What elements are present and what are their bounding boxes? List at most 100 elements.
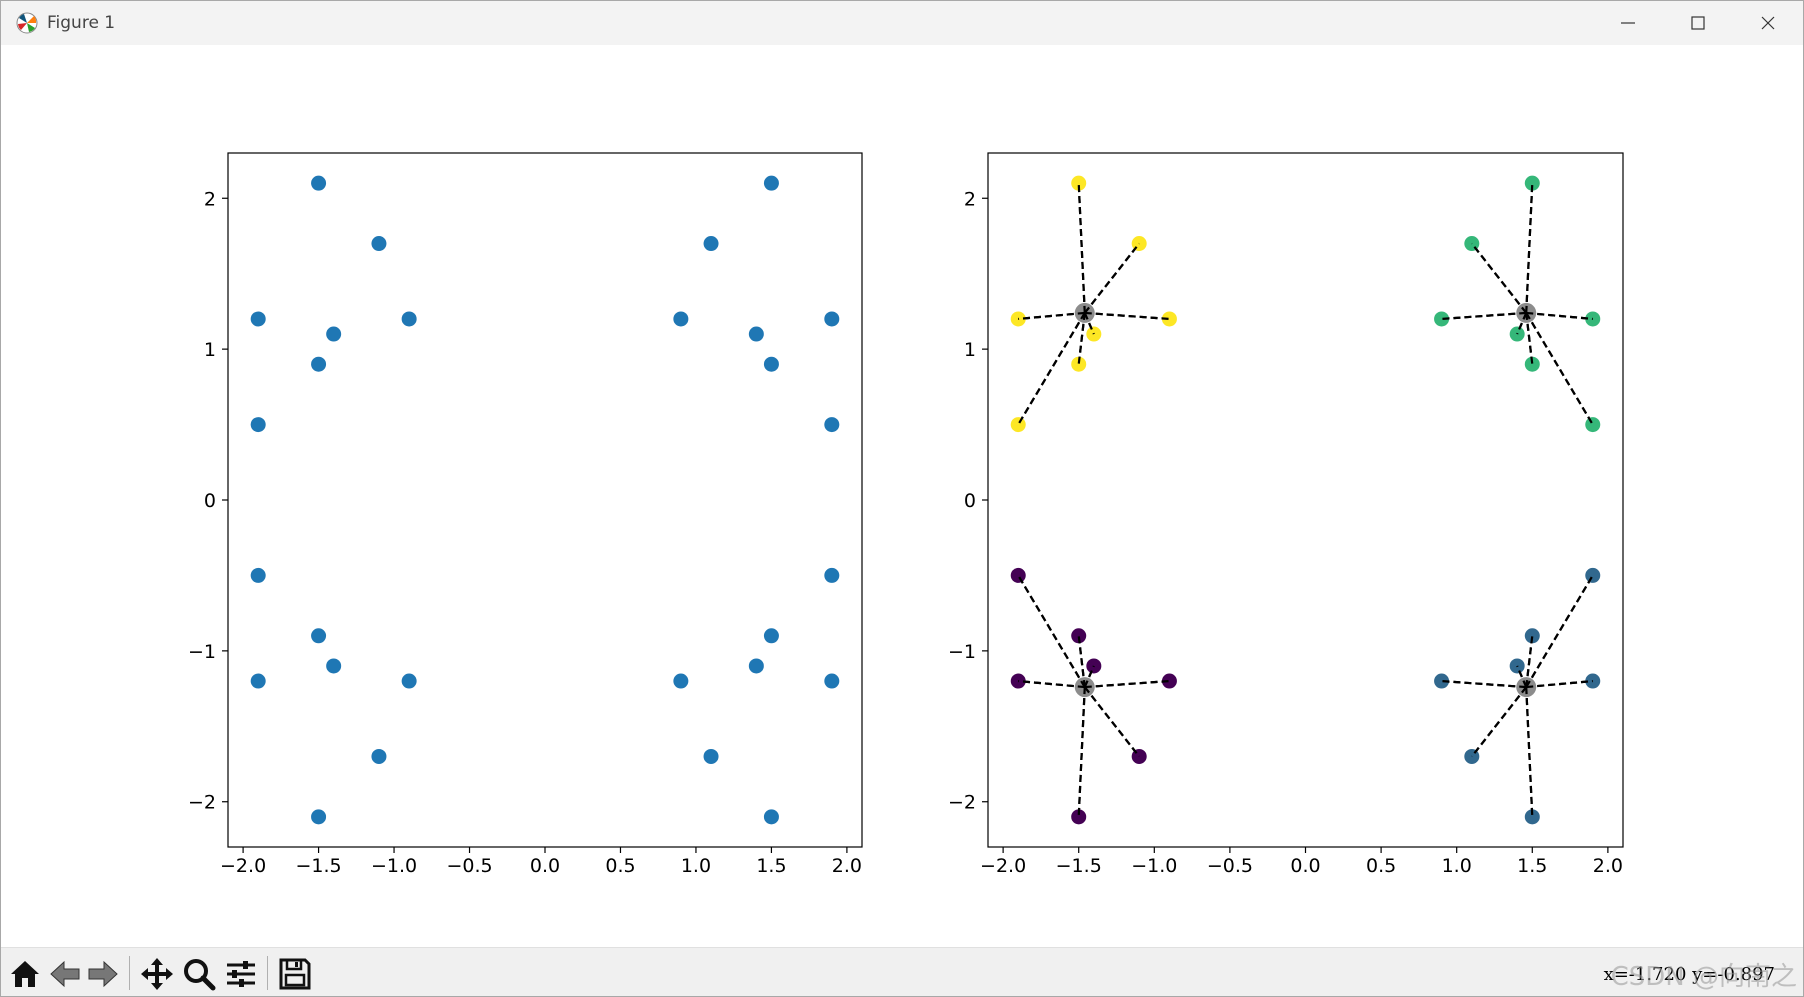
save-icon[interactable]	[277, 956, 313, 992]
data-point	[824, 673, 840, 689]
x-tick-label: −1.0	[371, 855, 417, 877]
cluster-point	[1161, 311, 1177, 327]
cluster-point	[1071, 356, 1087, 372]
navigation-toolbar: x=-1.720 y=-0.897 CSDN @向南之	[1, 947, 1803, 996]
data-point	[371, 236, 387, 252]
data-point	[673, 311, 689, 327]
close-button[interactable]	[1733, 1, 1803, 45]
cluster-point	[1161, 673, 1177, 689]
data-point	[311, 175, 327, 191]
cursor-coordinates: x=-1.720 y=-0.897	[1603, 964, 1775, 985]
centroid-connector-line	[1083, 242, 1141, 314]
x-tick-label: −1.5	[296, 855, 342, 877]
back-arrow-icon[interactable]	[47, 956, 83, 992]
x-tick-label: 1.0	[1442, 855, 1472, 877]
data-point	[673, 673, 689, 689]
cluster-point	[1010, 673, 1026, 689]
data-point	[311, 628, 327, 644]
data-point	[824, 567, 840, 583]
pan-icon[interactable]	[139, 956, 175, 992]
centroid-connector-line	[1084, 311, 1170, 321]
minimize-button[interactable]	[1593, 1, 1663, 45]
centroid-connector-line	[1526, 311, 1593, 321]
data-point	[401, 311, 417, 327]
zoom-icon[interactable]	[181, 956, 217, 992]
cluster-point	[1434, 673, 1450, 689]
cluster-point	[1434, 311, 1450, 327]
y-tick-label: 1	[204, 339, 216, 361]
figure-svg: −2.0 −1.5 −1.0 −0.5 0.0 0.5 1.0 1.5 2.0 −2 −1 0 1 2 −2…	[188, 152, 1624, 877]
x-tick-label: 0.0	[530, 855, 560, 877]
centroid-connector-line	[1525, 183, 1534, 313]
data-point	[748, 658, 764, 674]
close-icon	[1761, 16, 1775, 30]
data-point	[763, 175, 779, 191]
centroid-connector-line	[1525, 312, 1534, 365]
minimize-icon	[1621, 22, 1635, 24]
centroid-connector-line	[1077, 183, 1086, 313]
y-tick-label: −2	[948, 792, 976, 814]
data-point	[371, 748, 387, 764]
data-point	[250, 567, 266, 583]
figure-canvas[interactable]: −2.0 −1.5 −1.0 −0.5 0.0 0.5 1.0 1.5 2.0 −2 −1 0 1 2 −2…	[1, 45, 1803, 947]
x-tick-label: 0.5	[605, 855, 635, 877]
data-point	[824, 417, 840, 433]
data-point	[824, 311, 840, 327]
cluster-point	[1524, 356, 1540, 372]
y-tick-label: 2	[204, 188, 216, 210]
data-point	[250, 417, 266, 433]
title-bar[interactable]: Figure 1	[1, 1, 1803, 45]
axes-1[interactable]: −2.0 −1.5 −1.0 −0.5 0.0 0.5 1.0 1.5 2.0 −2 −1 0 1 2	[188, 152, 863, 877]
configure-subplots-icon[interactable]	[223, 956, 259, 992]
centroid-connector-line	[1084, 679, 1170, 689]
data-point	[250, 673, 266, 689]
centroid-connector-line	[1525, 687, 1534, 817]
data-point	[326, 326, 342, 342]
data-point	[748, 326, 764, 342]
data-point	[763, 356, 779, 372]
x-tick-label: 1.5	[1517, 855, 1547, 877]
y-tick-label: 1	[964, 339, 976, 361]
x-tick-label: 2.0	[832, 855, 862, 877]
centroid-connector-line	[1077, 635, 1086, 688]
centroid-connector-line	[1526, 679, 1593, 689]
x-tick-label: −1.0	[1131, 855, 1177, 877]
data-point	[311, 809, 327, 825]
y-tick-label: 0	[204, 490, 216, 512]
cluster-point	[1524, 809, 1540, 825]
centroid-connector-line	[1516, 312, 1528, 335]
cluster-point	[1524, 175, 1540, 191]
cluster-point	[1010, 311, 1026, 327]
x-tick-label: 1.0	[681, 855, 711, 877]
centroid-connector-line	[1077, 687, 1086, 817]
x-tick-label: −2.0	[220, 855, 266, 877]
y-tick-label: 2	[964, 188, 976, 210]
x-tick-label: −2.0	[980, 855, 1026, 877]
centroid-connector-line	[1083, 665, 1095, 688]
data-point	[703, 236, 719, 252]
x-tick-label: 2.0	[1593, 855, 1623, 877]
maximize-button[interactable]	[1663, 1, 1733, 45]
y-tick-label: −1	[188, 641, 216, 663]
x-tick-label: −0.5	[1207, 855, 1253, 877]
home-icon[interactable]	[7, 956, 43, 992]
centroid-connector-line	[1516, 665, 1528, 688]
y-tick-label: −1	[948, 641, 976, 663]
y-tick-label: −2	[188, 792, 216, 814]
forward-arrow-icon[interactable]	[85, 956, 121, 992]
cluster-point	[1585, 567, 1601, 583]
centroid-connector-line	[1018, 679, 1085, 689]
cluster-point	[1071, 175, 1087, 191]
cluster-point	[1524, 628, 1540, 644]
x-tick-label: 0.0	[1290, 855, 1320, 877]
window-title: Figure 1	[47, 13, 116, 33]
centroid-connector-line	[1441, 311, 1527, 321]
axes-2[interactable]: −2.0 −1.5 −1.0 −0.5 0.0 0.5 1.0 1.5 2.0 −2 −1 0 1 2	[948, 152, 1624, 877]
centroid-connector-line	[1470, 242, 1528, 314]
toolbar-separator	[129, 956, 130, 990]
centroid-connector-line	[1470, 686, 1528, 758]
cluster-point	[1010, 567, 1026, 583]
matplotlib-logo-icon	[16, 12, 38, 34]
cluster-point	[1585, 417, 1601, 433]
